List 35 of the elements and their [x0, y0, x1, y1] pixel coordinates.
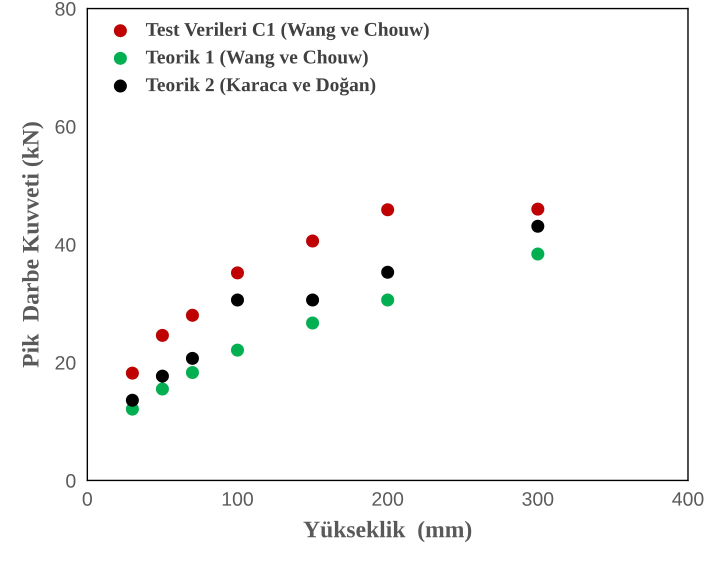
y-axis-title: Pik Darbe Kuvveti (kN): [22, 122, 44, 368]
point: [186, 352, 199, 365]
x-tick-label: 300: [522, 492, 554, 506]
x-axis-title: Yükseklik (mm): [303, 520, 472, 542]
point: [230, 266, 244, 280]
point: [156, 382, 169, 396]
point: [306, 234, 320, 248]
point: [306, 293, 320, 306]
x-tick-label: 0: [82, 492, 92, 506]
y-tick-label: 60: [56, 120, 76, 134]
point: [186, 366, 199, 380]
y-tick-label: 20: [56, 356, 76, 370]
y-tick-label: 80: [55, 2, 76, 16]
y-tick-label: 40: [55, 238, 76, 252]
point: [230, 344, 244, 357]
y-tick-label: 0: [66, 474, 76, 488]
point: [381, 293, 394, 306]
point: [156, 370, 169, 383]
point: [126, 366, 139, 380]
point: [531, 202, 544, 216]
legend-label: Teorik 2 (Karaca ve Doğan): [146, 77, 376, 96]
x-tick-label: 400: [672, 492, 704, 506]
point: [531, 220, 544, 233]
legend-label: Test Verileri C1 (Wang ve Chouw): [146, 22, 429, 40]
point: [531, 247, 544, 260]
x-tick-label: 200: [372, 492, 404, 506]
point: [381, 266, 394, 279]
legend-label: Teorik 1 (Wang ve Chouw): [146, 50, 368, 68]
point: [381, 203, 394, 216]
point: [186, 308, 199, 322]
point: [230, 293, 244, 306]
x-tick-label: 100: [222, 492, 253, 506]
point: [126, 394, 139, 407]
point: [306, 316, 320, 330]
point: [156, 328, 169, 342]
